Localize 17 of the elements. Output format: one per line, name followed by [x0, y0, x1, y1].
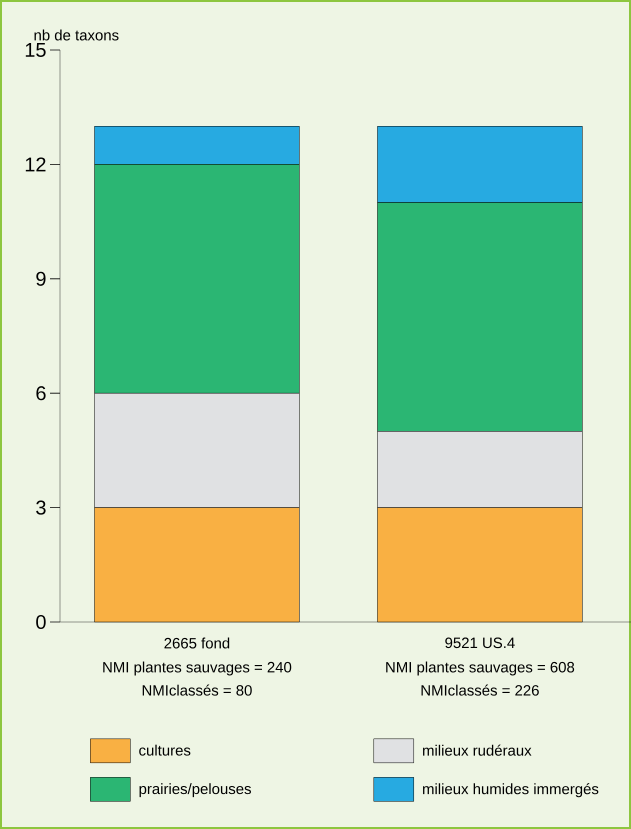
y-tick-label: 12: [26, 157, 46, 172]
text: NMI plantes sauvages = 608: [386, 662, 574, 676]
y-tick-label: 0: [36, 614, 46, 630]
y-tick-label: 3: [36, 500, 46, 515]
text: NMIclassés = 226: [422, 684, 539, 696]
text: NMIclassés = 80: [142, 684, 252, 696]
legend-label: prairies/pelouses: [140, 783, 251, 798]
legend-label: milieux rudéraux: [423, 744, 532, 756]
y-tick-label: 6: [36, 386, 46, 400]
y-tick-label: 15: [26, 43, 46, 57]
y-tick-label: 9: [36, 272, 46, 286]
x-tick-label: 2665 fond: [164, 638, 230, 648]
y-axis-title: nb de taxons: [34, 30, 119, 40]
x-tick-label: 9521 US.4: [445, 638, 515, 648]
legend-label: milieux humides immergés: [423, 783, 598, 798]
legend-label: cultures: [139, 744, 190, 756]
text: NMI plantes sauvages = 240: [103, 662, 292, 676]
